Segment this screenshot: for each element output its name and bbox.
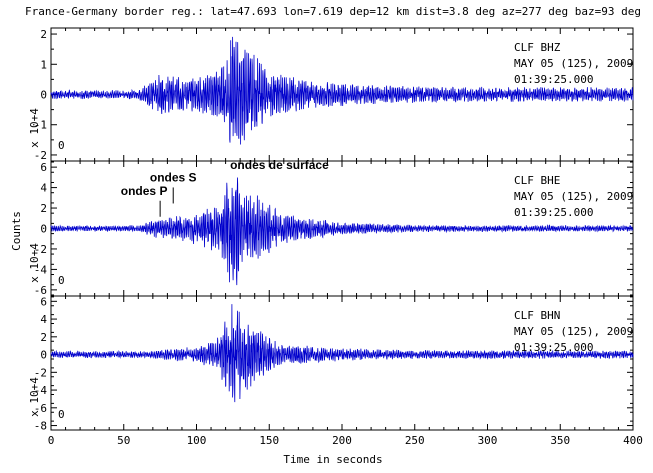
y-tick-label: -6 xyxy=(34,402,47,415)
annotation-label: ondes S xyxy=(150,170,197,184)
y-axis-label: Counts xyxy=(10,211,23,251)
x-tick-label: 350 xyxy=(550,434,570,447)
annotation-label: ondes P xyxy=(121,184,168,198)
y-tick-label: -1 xyxy=(34,119,47,132)
x-tick-label: 50 xyxy=(117,434,130,447)
panel-1: -2 -1 0 1 2 CLF BHZ MAY 05 (125), 2009 01:39:25… xyxy=(28,27,634,162)
scale-label: x 10+4 xyxy=(28,377,41,417)
date-label: MAY 05 (125), 2009 xyxy=(514,325,633,338)
x-axis-label: Time in seconds xyxy=(283,453,382,466)
time-label: 01:39:25.000 xyxy=(514,206,593,219)
x-tick-label: 250 xyxy=(405,434,425,447)
waveform-trace xyxy=(50,304,634,403)
y-tick-label: 0 xyxy=(40,89,47,102)
x-tick-label: 150 xyxy=(259,434,279,447)
time-label: 01:39:25.000 xyxy=(514,73,593,86)
y-tick-label: 6 xyxy=(40,295,47,308)
y-tick-label: 0 xyxy=(40,349,47,362)
y-tick-label: 2 xyxy=(40,202,47,215)
y-tick-label: -2 xyxy=(34,149,47,162)
time-label: 01:39:25.000 xyxy=(514,341,593,354)
y-tick-label: -6 xyxy=(34,284,47,297)
y-tick-label: -4 xyxy=(34,263,48,276)
annotation-label: ondes de surface xyxy=(230,158,329,172)
x-tick-label: 400 xyxy=(623,434,643,447)
scale-label: x 10+4 xyxy=(28,108,41,148)
panel-3: -8 -6 -4 -2 0 2 4 6 CLF BHN MAY 05 (125), 2009 01:… xyxy=(28,295,634,433)
y-tick-label: 2 xyxy=(40,331,47,344)
waveform-trace xyxy=(50,36,634,145)
y-tick-label: 4 xyxy=(40,182,47,195)
y-tick-label: -4 xyxy=(34,384,48,397)
zero-label: 0 xyxy=(58,139,65,152)
y-tick-label: -2 xyxy=(34,243,47,256)
y-tick-label: 6 xyxy=(40,161,47,174)
panel-2: -6 -4 -2 0 2 4 6 CLF BHE MAY 05 (125), 2009 01:39… xyxy=(28,158,634,297)
y-tick-label: 2 xyxy=(40,28,47,41)
waveform-trace xyxy=(50,177,634,286)
y-tick-label: 1 xyxy=(40,58,47,71)
channel-label: CLF BHN xyxy=(514,309,560,322)
x-tick-label: 100 xyxy=(187,434,207,447)
y-tick-label: -8 xyxy=(34,420,47,433)
x-tick-label: 0 xyxy=(48,434,55,447)
x-tick-label: 200 xyxy=(332,434,352,447)
date-label: MAY 05 (125), 2009 xyxy=(514,57,633,70)
y-tick-label: 4 xyxy=(40,313,47,326)
channel-label: CLF BHZ xyxy=(514,41,561,54)
y-tick-label: -2 xyxy=(34,366,47,379)
scale-label: x 10+4 xyxy=(28,243,41,283)
panels: -2 -1 0 1 2 CLF BHZ MAY 05 (125), 2009 01:39:25… xyxy=(28,27,634,433)
chart-title: France-Germany border reg.: lat=47.693 l… xyxy=(25,5,641,18)
channel-label: CLF BHE xyxy=(514,174,560,187)
y-tick-label: 0 xyxy=(40,223,47,236)
date-label: MAY 05 (125), 2009 xyxy=(514,190,633,203)
x-tick-label: 300 xyxy=(478,434,498,447)
zero-label: 0 xyxy=(58,408,65,421)
zero-label: 0 xyxy=(58,274,65,287)
